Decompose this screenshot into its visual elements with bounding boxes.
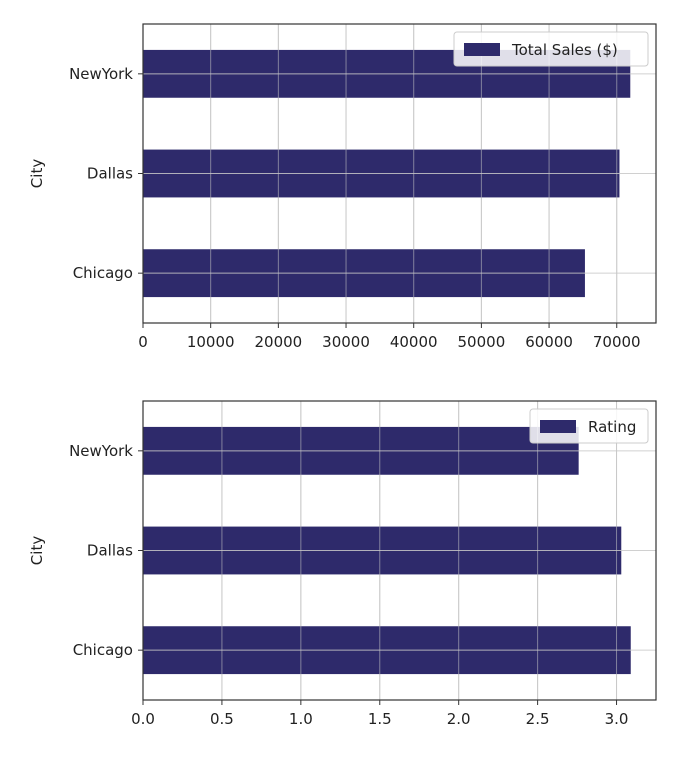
chart-panel-2: 0.0 0.5 1.0 1.5 2.0 2.5 3.0 Chicago Dallas NewYor… — [28, 400, 657, 728]
x-tick-label: 0.5 — [210, 710, 234, 728]
x-tick-label: 1.5 — [368, 710, 392, 728]
x-tick-label: 10000 — [187, 333, 235, 351]
legend: Rating — [529, 408, 649, 444]
y-tick-label: NewYork — [69, 442, 133, 460]
y-tick-label: Chicago — [73, 264, 133, 282]
y-tick-label: NewYork — [69, 65, 133, 83]
x-tick-label: 30000 — [322, 333, 370, 351]
x-tick-label: 3.0 — [605, 710, 629, 728]
legend-label: Total Sales ($) — [511, 41, 618, 59]
y-tick-label: Dallas — [87, 165, 133, 183]
legend-swatch — [464, 43, 500, 56]
x-tick-label: 1.0 — [289, 710, 313, 728]
x-tick-label: 0 — [138, 333, 148, 351]
legend-swatch — [540, 420, 576, 433]
legend: Total Sales ($) — [453, 31, 649, 67]
x-tick-label: 20000 — [254, 333, 302, 351]
x-tick-label: 50000 — [458, 333, 506, 351]
x-tick-label: 2.5 — [526, 710, 550, 728]
y-axis-label: City — [28, 159, 46, 189]
legend-box — [529, 408, 649, 444]
x-tick-label: 40000 — [390, 333, 438, 351]
legend-box — [453, 31, 649, 67]
legend-label: Rating — [588, 418, 636, 436]
y-tick-label: Dallas — [87, 542, 133, 560]
x-tick-label: 0.0 — [131, 710, 155, 728]
x-tick-label: 2.0 — [447, 710, 471, 728]
y-axis-label: City — [28, 536, 46, 566]
x-tick-label: 70000 — [593, 333, 641, 351]
chart-panel-1: 0 10000 20000 30000 40000 50000 60000 70000 Chic… — [28, 23, 657, 351]
x-tick-label: 60000 — [525, 333, 573, 351]
y-tick-label: Chicago — [73, 641, 133, 659]
